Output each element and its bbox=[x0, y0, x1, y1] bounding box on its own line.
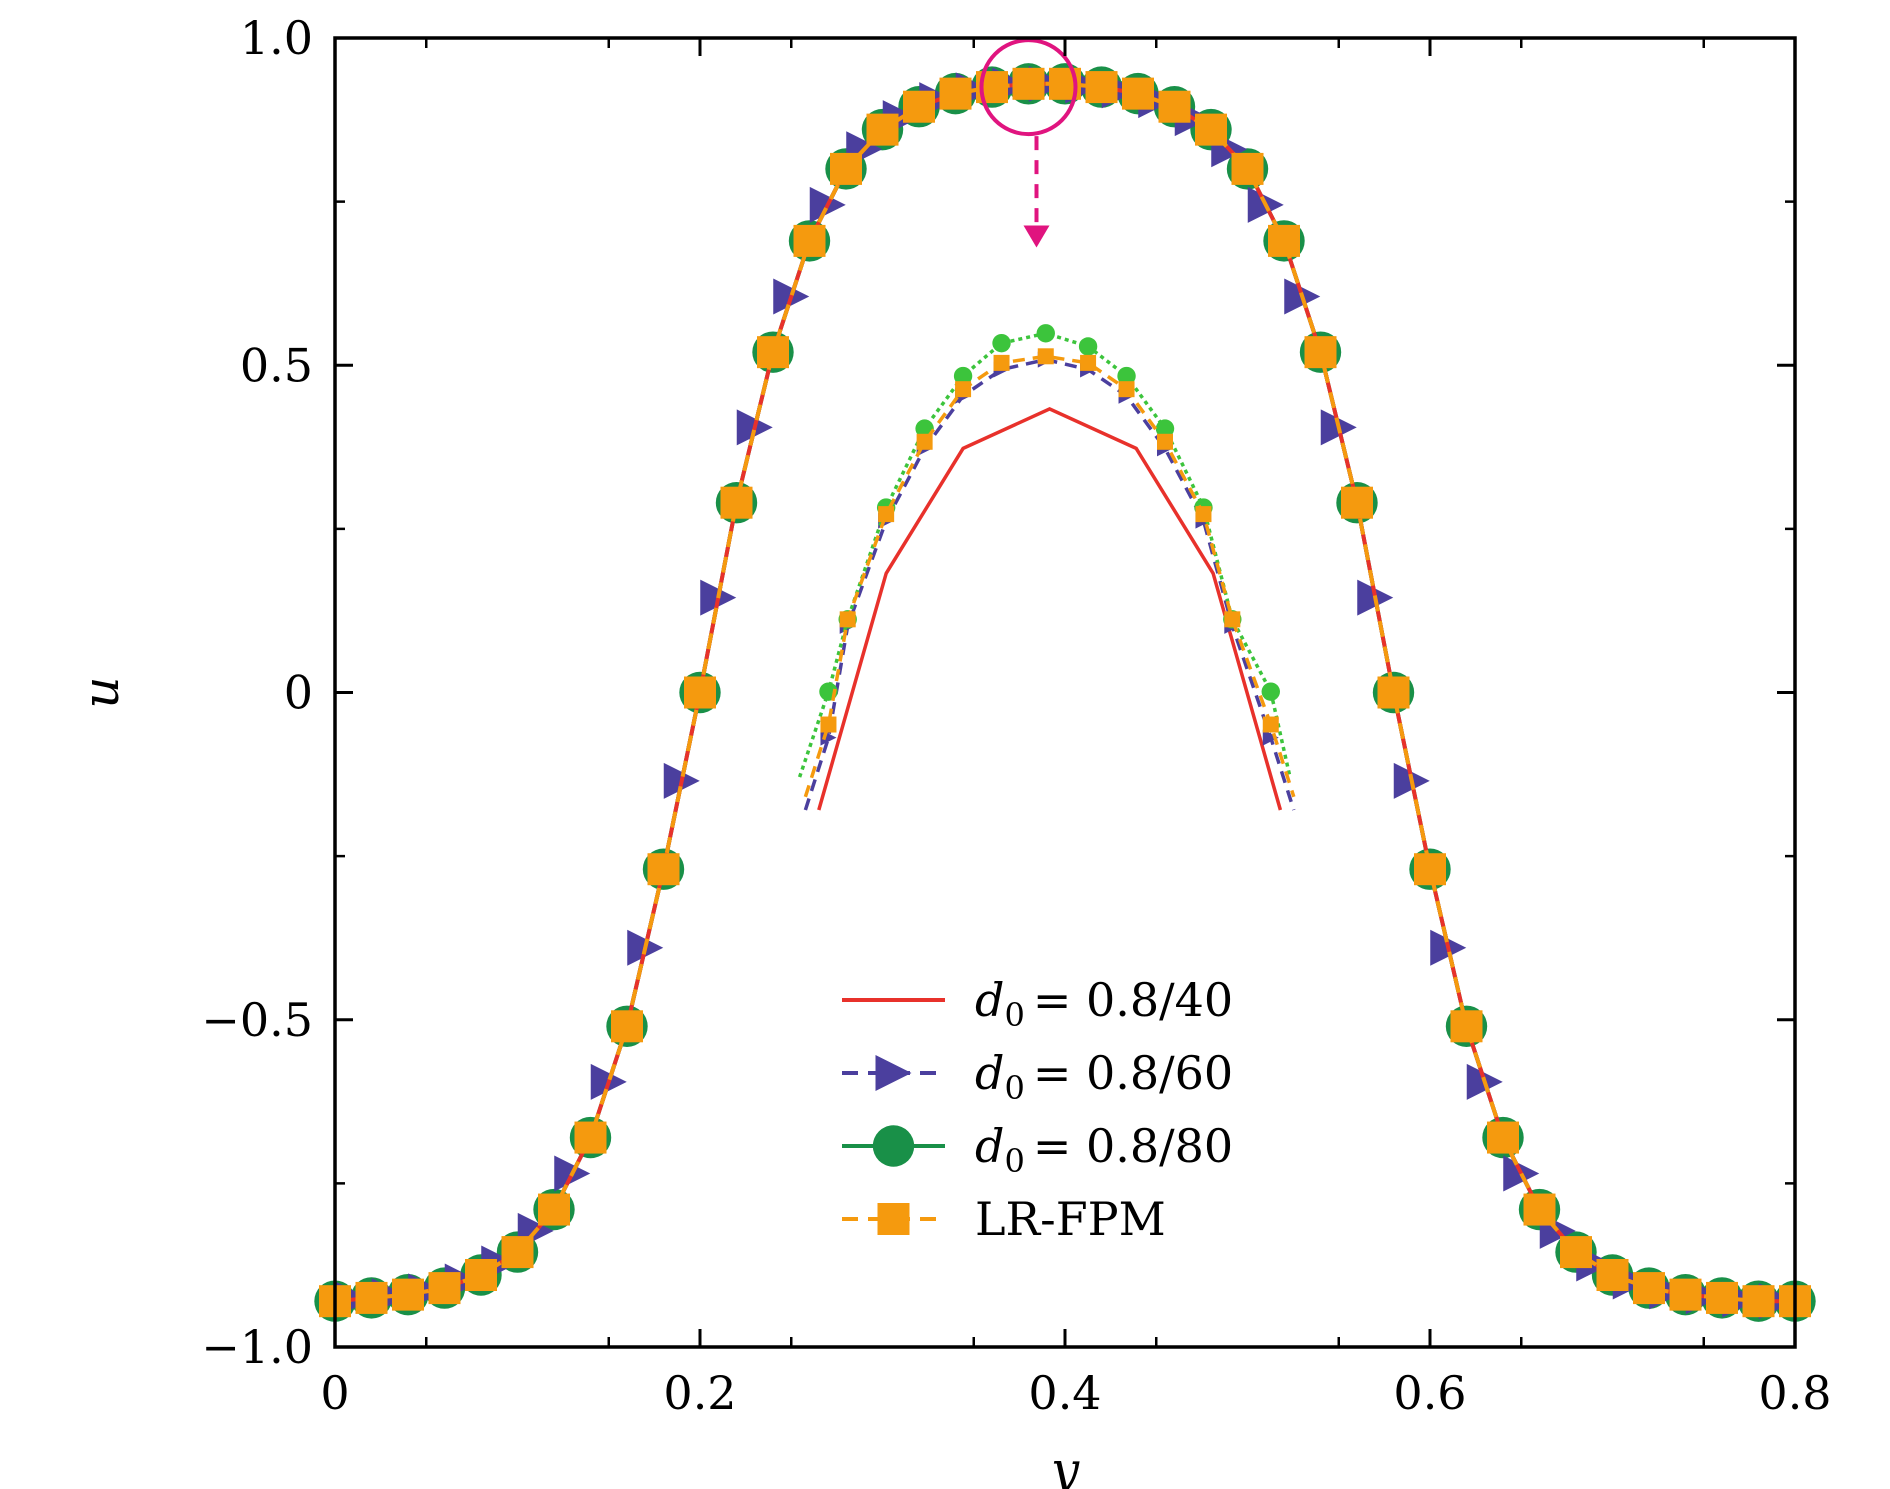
square-marker bbox=[866, 113, 899, 146]
square-marker bbox=[820, 716, 837, 733]
square-marker bbox=[1487, 1121, 1519, 1154]
legend-label: d0 = 0.8/60 bbox=[975, 1046, 1233, 1107]
triangle-marker bbox=[875, 1055, 912, 1091]
square-marker bbox=[903, 90, 935, 123]
x-tick-label: 0.2 bbox=[663, 1366, 736, 1420]
x-tick-label: 0.6 bbox=[1393, 1366, 1466, 1420]
square-marker bbox=[1633, 1272, 1665, 1305]
square-marker bbox=[1195, 506, 1212, 523]
circle-marker bbox=[1261, 682, 1280, 701]
square-marker bbox=[501, 1236, 534, 1269]
y-axis-label: u bbox=[72, 676, 130, 708]
square-marker bbox=[839, 611, 856, 628]
y-tick-label: 0 bbox=[284, 666, 313, 720]
circle-marker bbox=[872, 1125, 915, 1167]
square-marker bbox=[684, 676, 716, 709]
x-tick-label: 0.8 bbox=[1758, 1366, 1831, 1420]
series-3 bbox=[319, 67, 1811, 1318]
x-tick-label: 0.4 bbox=[1028, 1366, 1101, 1420]
square-marker bbox=[1450, 1010, 1483, 1043]
y-tick-label: 1.0 bbox=[240, 11, 313, 65]
x-axis-label: y bbox=[1049, 1441, 1080, 1489]
circle-marker bbox=[992, 333, 1011, 353]
square-marker bbox=[877, 1203, 910, 1235]
circle-marker bbox=[1078, 337, 1098, 356]
x-tick-label: 0 bbox=[320, 1366, 349, 1420]
square-marker bbox=[1523, 1193, 1556, 1226]
series-layer bbox=[314, 63, 1816, 1322]
inset-line bbox=[803, 354, 1296, 798]
square-marker bbox=[1158, 90, 1191, 123]
annotation-layer bbox=[979, 38, 1078, 248]
circle-marker bbox=[1155, 419, 1175, 438]
square-marker bbox=[916, 433, 933, 450]
square-marker bbox=[830, 152, 862, 185]
square-marker bbox=[1560, 1236, 1592, 1269]
square-marker bbox=[355, 1281, 388, 1314]
legend-entry-1: d0 = 0.8/60 bbox=[842, 1046, 1233, 1107]
zoom-arrow-head bbox=[1023, 225, 1050, 248]
square-marker bbox=[428, 1272, 461, 1305]
inset-line bbox=[817, 406, 1283, 811]
square-marker bbox=[1122, 77, 1154, 110]
square-marker bbox=[939, 77, 972, 110]
inset-series-3 bbox=[803, 348, 1296, 798]
y-tick-label: −1.0 bbox=[201, 1320, 313, 1374]
square-marker bbox=[757, 336, 789, 369]
square-marker bbox=[1085, 71, 1118, 104]
square-marker bbox=[647, 853, 680, 886]
circle-marker bbox=[1117, 366, 1136, 386]
square-marker bbox=[1012, 67, 1045, 100]
ticks-layer: 0 0.2 0.4 0.6 0.8 −1.0 −0.5 0 0.5 1.0 bbox=[201, 11, 1831, 1420]
y-tick-label: −0.5 bbox=[201, 993, 313, 1047]
square-marker bbox=[574, 1121, 607, 1154]
square-marker bbox=[1742, 1285, 1775, 1318]
legend: d0 = 0.8/40 d0 = 0.8/60 d0 = 0.8/80 LR-FPM bbox=[842, 973, 1233, 1246]
legend-entry-0: d0 = 0.8/40 bbox=[842, 973, 1233, 1034]
square-marker bbox=[993, 354, 1010, 371]
square-marker bbox=[1262, 716, 1279, 733]
square-marker bbox=[392, 1278, 424, 1311]
square-marker bbox=[878, 506, 895, 523]
square-marker bbox=[1706, 1281, 1738, 1314]
square-marker bbox=[1231, 152, 1264, 185]
square-marker bbox=[1414, 853, 1446, 886]
circle-marker bbox=[1036, 324, 1055, 343]
square-marker bbox=[538, 1193, 570, 1226]
square-marker bbox=[1080, 354, 1097, 371]
y-tick-label: 0.5 bbox=[240, 338, 313, 392]
legend-label: d0 = 0.8/40 bbox=[975, 973, 1233, 1034]
legend-label: LR-FPM bbox=[975, 1192, 1166, 1246]
square-marker bbox=[1669, 1278, 1702, 1311]
zoom-circle bbox=[979, 38, 1078, 137]
square-marker bbox=[611, 1010, 643, 1043]
square-marker bbox=[1341, 486, 1373, 519]
square-marker bbox=[1268, 224, 1300, 257]
square-marker bbox=[1224, 611, 1241, 628]
square-marker bbox=[955, 381, 972, 398]
square-marker bbox=[793, 224, 826, 257]
legend-entry-2: d0 = 0.8/80 bbox=[842, 1119, 1233, 1180]
square-marker bbox=[1195, 113, 1227, 146]
square-marker bbox=[1377, 676, 1410, 709]
square-marker bbox=[1037, 348, 1054, 365]
circle-marker bbox=[953, 366, 973, 386]
inset-layer bbox=[797, 324, 1296, 811]
square-marker bbox=[720, 486, 753, 519]
square-marker bbox=[465, 1259, 497, 1292]
inset-series-0 bbox=[817, 406, 1283, 811]
square-marker bbox=[1118, 381, 1135, 398]
legend-label: d0 = 0.8/80 bbox=[975, 1119, 1233, 1180]
square-marker bbox=[1304, 336, 1337, 369]
triangle-marker bbox=[1262, 729, 1279, 746]
square-marker bbox=[1157, 433, 1173, 450]
legend-entry-3: LR-FPM bbox=[842, 1192, 1166, 1246]
square-marker bbox=[1596, 1259, 1629, 1292]
